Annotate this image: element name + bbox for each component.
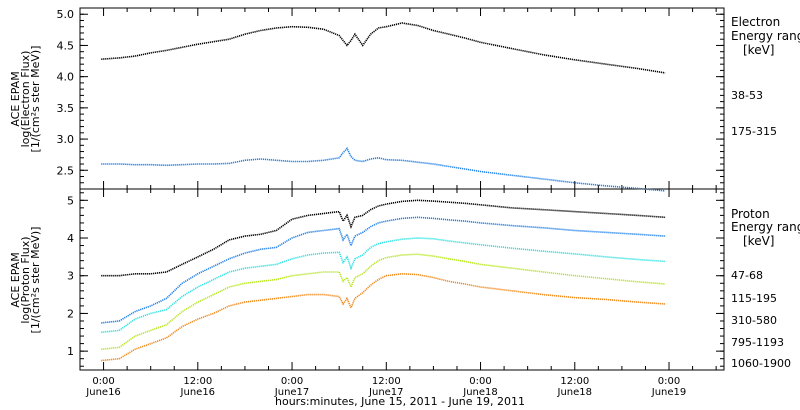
- proton-legend-title-3: [keV]: [743, 234, 774, 248]
- x-tick-label-time: 0:00: [658, 376, 680, 387]
- electron-y-ticks: 2.5 3.0 3.5 4.0 4.5 5.0: [57, 7, 724, 190]
- x-tick-label-date: June17: [274, 387, 310, 398]
- y-tick-label: 5: [67, 194, 74, 207]
- electron-series: [101, 22, 666, 192]
- electron-panel-frame: [79, 7, 725, 190]
- x-tick-label-time: 0:00: [281, 376, 303, 387]
- proton-series: [101, 199, 666, 362]
- proton-legend-title-1: Proton: [731, 207, 770, 221]
- proton-legend-310-580: 310-580: [731, 314, 777, 327]
- proton-legend-115-195: 115-195: [731, 292, 777, 305]
- x-tick-label-date: June18: [462, 387, 498, 398]
- y-tick-label: 4.5: [57, 39, 75, 52]
- x-tick-label-date: June18: [557, 387, 593, 398]
- proton-legend-1060-1900: 1060-1900: [731, 357, 791, 370]
- y-tick-label: 1: [67, 345, 74, 358]
- y-tick-label: 5.0: [57, 8, 75, 21]
- x-tick-label-time: 0:00: [92, 376, 114, 387]
- y-tick-label: 4.0: [57, 71, 75, 84]
- proton-legend-795-1193: 795-1193: [731, 336, 784, 349]
- x-tick-label-date: June16: [180, 387, 216, 398]
- y-tick-label: 3.5: [57, 102, 75, 115]
- x-tick-label-date: June19: [651, 387, 687, 398]
- proton-ylabel-line-3: [1/(cm²s ster MeV)]: [29, 227, 42, 334]
- proton-ylabel-line-2: log(Proton Flux): [19, 236, 32, 323]
- electron-legend-title-3: [keV]: [743, 43, 774, 57]
- x-tick-label-time: 12:00: [372, 376, 401, 387]
- x-tick-label-time: 12:00: [560, 376, 589, 387]
- y-tick-label: 3.0: [57, 133, 75, 146]
- series-line-310-580: [101, 237, 666, 334]
- x-tick-label-date: June16: [85, 387, 121, 398]
- series-line-38-53: [101, 22, 666, 74]
- electron-legend-title-1: Electron: [731, 15, 780, 29]
- x-axis-title: hours:minutes, June 15, 2011 - June 19, …: [275, 395, 525, 408]
- y-tick-label: 2: [67, 307, 74, 320]
- electron-ylabel-line-3: [1/(cm²s ster MeV)]: [29, 46, 42, 153]
- series-line-795-1193: [101, 253, 666, 351]
- y-tick-label: 3: [67, 270, 74, 283]
- electron-legend-38-53: 38-53: [731, 89, 763, 102]
- proton-ylabel-line-1: ACE EPAM: [9, 252, 22, 307]
- proton-legend-title-2: Energy ranges: [731, 220, 800, 234]
- series-line-47-68: [101, 199, 666, 277]
- electron-legend-175-315: 175-315: [731, 125, 777, 138]
- series-line-115-195: [101, 216, 666, 324]
- series-line-175-315: [101, 146, 666, 192]
- y-tick-label: 4: [67, 232, 74, 245]
- x-tick-label-time: 12:00: [183, 376, 212, 387]
- y-tick-label: 2.5: [57, 164, 75, 177]
- x-tick-label-date: June17: [368, 387, 404, 398]
- electron-ylabel-line-2: log(Electron Flux): [19, 51, 32, 148]
- x-ticks: 0:00June1612:00June160:00June1712:00June…: [79, 8, 717, 398]
- proton-panel-frame: [79, 188, 725, 371]
- proton-legend-47-68: 47-68: [731, 269, 763, 282]
- series-line-1060-1900: [101, 272, 666, 362]
- electron-legend-title-2: Energy ranges: [731, 29, 800, 43]
- electron-ylabel-line-1: ACE EPAM: [9, 71, 22, 126]
- x-tick-label-time: 0:00: [469, 376, 491, 387]
- proton-y-ticks: 1 2 3 4 5: [67, 192, 724, 367]
